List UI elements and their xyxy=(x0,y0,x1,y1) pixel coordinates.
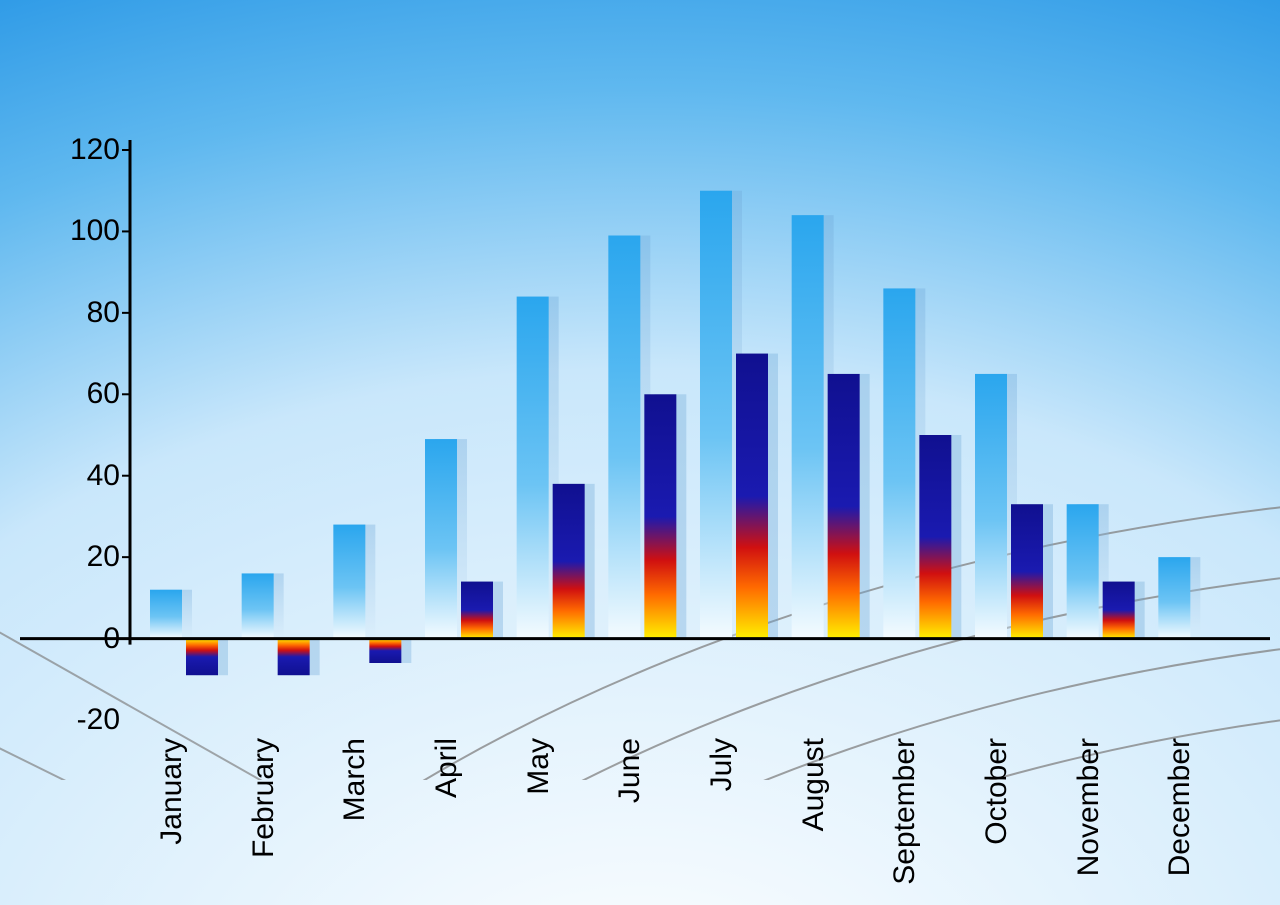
bar-primary xyxy=(883,288,915,638)
bar-primary xyxy=(517,297,549,639)
x-category-label: August xyxy=(797,738,831,831)
x-category-label: June xyxy=(613,738,647,803)
x-category-label: January xyxy=(155,738,189,845)
bar-secondary xyxy=(1011,504,1043,638)
x-category-label: March xyxy=(338,738,372,821)
x-category-label: May xyxy=(522,738,556,795)
bar-primary xyxy=(1067,504,1099,638)
x-category-label: July xyxy=(705,738,739,791)
x-category-label: November xyxy=(1072,738,1106,876)
y-tick-label: 60 xyxy=(82,377,120,411)
bar-secondary xyxy=(186,639,218,676)
bar-primary xyxy=(975,374,1007,639)
bar-secondary xyxy=(1103,582,1135,639)
y-tick-label: 80 xyxy=(82,296,120,330)
y-tick-label: 0 xyxy=(99,622,120,656)
bar-secondary xyxy=(278,639,310,676)
y-tick-label: 20 xyxy=(82,540,120,574)
bar-primary xyxy=(242,573,274,638)
x-category-label: December xyxy=(1163,738,1197,876)
bar-primary xyxy=(792,215,824,638)
x-category-label: October xyxy=(980,738,1014,845)
bar-primary xyxy=(425,439,457,638)
bar-secondary xyxy=(828,374,860,639)
y-tick-label: -20 xyxy=(65,703,120,737)
y-tick-label: 40 xyxy=(82,459,120,493)
y-tick-label: 120 xyxy=(65,133,120,167)
bar-primary xyxy=(1158,557,1190,638)
bar-secondary xyxy=(553,484,585,639)
bar-primary xyxy=(700,191,732,639)
bar-secondary xyxy=(644,394,676,638)
bar-secondary xyxy=(736,354,768,639)
y-tick-label: 100 xyxy=(65,214,120,248)
x-category-label: February xyxy=(247,738,281,858)
x-category-label: September xyxy=(888,738,922,885)
bar-primary xyxy=(150,590,182,639)
bar-primary xyxy=(333,525,365,639)
bar-secondary xyxy=(461,582,493,639)
monthly-bar-chart: -20 0 20 40 60 80 100 120 January February March A… xyxy=(0,0,1280,905)
bar-secondary xyxy=(919,435,951,639)
x-category-label: April xyxy=(430,738,464,798)
bar-secondary xyxy=(369,639,401,663)
bar-primary xyxy=(608,236,640,639)
